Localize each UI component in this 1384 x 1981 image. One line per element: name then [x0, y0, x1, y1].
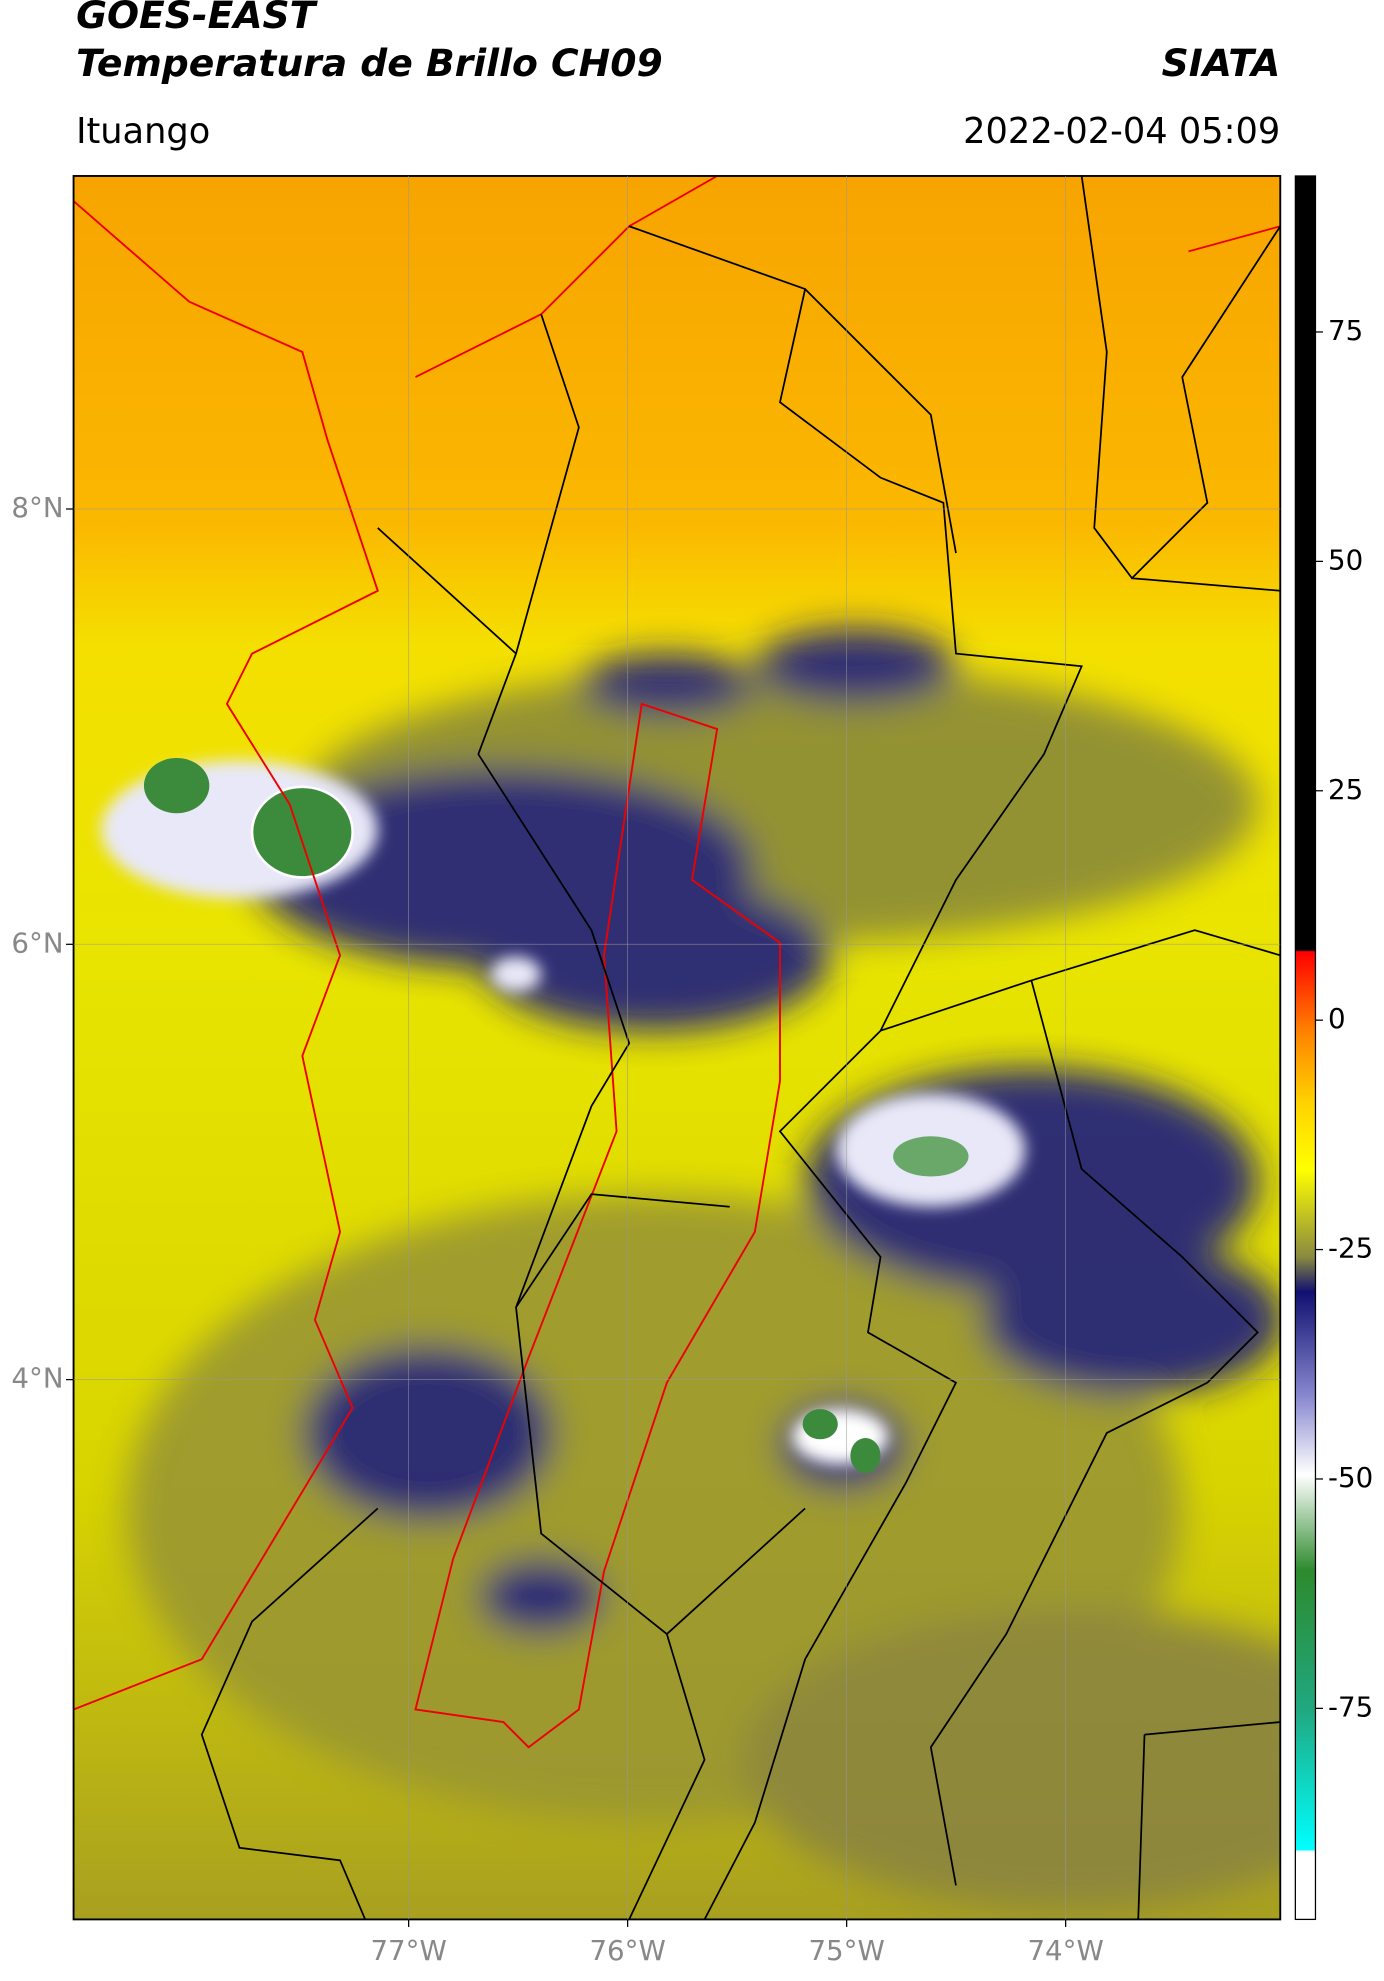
colorbar-tick-label: -75 [1328, 1690, 1373, 1723]
x-tick-label: 76°W [589, 1934, 665, 1967]
x-tick-label: 75°W [808, 1934, 884, 1967]
y-tick-label: 6°N [11, 926, 63, 959]
x-tick-label: 77°W [370, 1934, 446, 1967]
subtitle: Temperatura de Brillo CH09 [76, 41, 663, 85]
colorbar-tick-label: 0 [1328, 1002, 1346, 1035]
x-tick-label: 74°W [1027, 1934, 1103, 1967]
colorbar-tick-label: -50 [1328, 1461, 1373, 1494]
colorbar-tick-label: 50 [1328, 543, 1363, 576]
map-frame [72, 175, 1282, 1921]
colorbar-tick-label: 75 [1328, 314, 1363, 347]
source: SIATA [1162, 41, 1281, 85]
colorbar-tick-label: -25 [1328, 1232, 1373, 1265]
colorbar-tick-label: 25 [1328, 773, 1363, 806]
datetime: 2022-02-04 05:09 [963, 111, 1280, 152]
title: GOES-EAST [76, 0, 319, 37]
y-tick-label: 4°N [11, 1362, 63, 1395]
colorbar [1294, 175, 1317, 1921]
location: Ituango [76, 111, 210, 152]
y-tick-label: 8°N [11, 491, 63, 524]
imagery [73, 175, 1281, 1920]
